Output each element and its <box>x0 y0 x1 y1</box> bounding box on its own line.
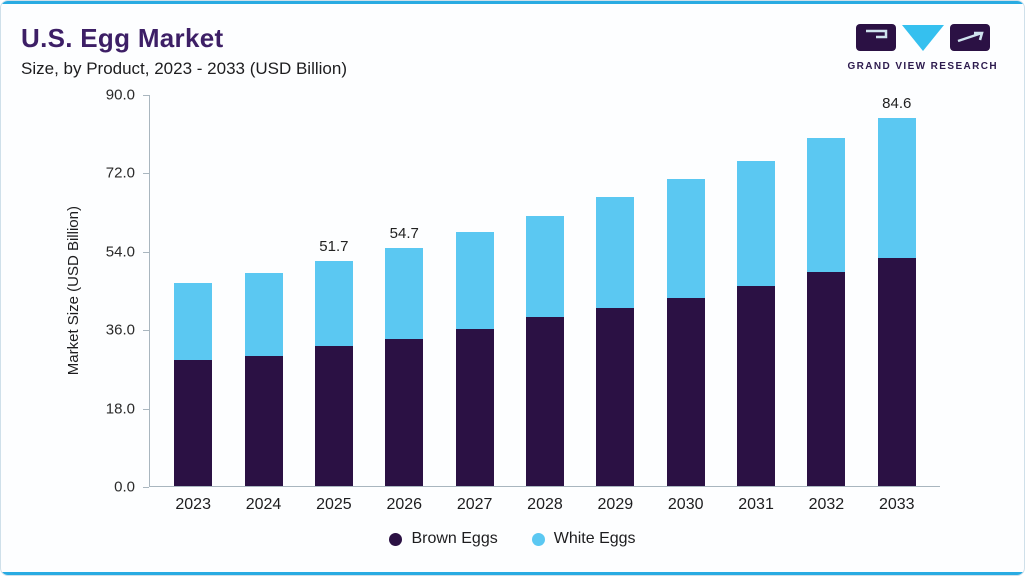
bar-value-label: 84.6 <box>882 95 912 112</box>
x-labels-row: 2023 2024 2025 2026 2027 2028 2029 2030 2031 2032… <box>150 496 940 514</box>
white-eggs-segment <box>314 260 353 347</box>
y-tick-mark <box>143 330 149 332</box>
x-axis-label: 2033 <box>878 496 915 513</box>
y-tick-label: 18.0 <box>105 400 135 418</box>
white-eggs-segment <box>596 197 635 308</box>
white-eggs-segment <box>737 161 776 287</box>
bar-group <box>244 95 283 486</box>
y-tick-mark <box>143 95 149 96</box>
page-subtitle: Size, by Product, 2023 - 2033 (USD Billi… <box>21 59 347 78</box>
y-tick-label: 54.0 <box>105 243 135 261</box>
brown-eggs-segment <box>455 328 494 486</box>
white-eggs-segment <box>385 247 424 340</box>
gvr-logo: GRAND VIEW RESEARCH <box>848 23 999 72</box>
title-block: U.S. Egg Market Size, by Product, 2023 -… <box>21 23 347 79</box>
y-tick-label: 90.0 <box>105 86 135 104</box>
bar-group <box>737 95 776 486</box>
bar-stack <box>666 179 705 486</box>
header: U.S. Egg Market Size, by Product, 2023 -… <box>1 1 1024 79</box>
brown-eggs-segment <box>525 317 564 486</box>
white-eggs-segment <box>807 138 846 273</box>
brown-eggs-segment <box>385 339 424 486</box>
white-eggs-segment <box>525 215 564 318</box>
bars-row: 51.7 54.7 84.6 <box>150 95 940 486</box>
y-tick-label: 0.0 <box>114 478 135 496</box>
x-axis-label: 2028 <box>527 496 563 513</box>
bar-group <box>666 95 705 486</box>
legend-item-white-eggs: White Eggs <box>531 530 636 548</box>
white-eggs-segment <box>666 179 705 298</box>
bar-stack <box>877 117 916 486</box>
bar-stack <box>807 138 846 486</box>
y-tick-mark <box>143 487 149 488</box>
bar-group <box>174 95 213 486</box>
bar-group <box>455 95 494 486</box>
white-eggs-segment <box>244 272 283 357</box>
plot-area: 51.7 54.7 84.6 <box>149 95 940 487</box>
bar-stack <box>244 272 283 486</box>
brown-eggs-segment <box>737 286 776 486</box>
brown-eggs-segment <box>174 360 213 486</box>
x-axis-label: 2032 <box>808 496 845 513</box>
brown-eggs-segment <box>666 297 705 486</box>
x-axis-label: 2027 <box>456 496 493 513</box>
x-axis-label: 2029 <box>597 496 634 513</box>
y-axis-title-col: Market Size (USD Billion) <box>55 95 91 487</box>
brown-eggs-legend-dot <box>389 532 403 546</box>
y-tick-label: 36.0 <box>105 321 135 339</box>
legend-item-brown-eggs: Brown Eggs <box>389 530 498 548</box>
bar-stack <box>525 215 564 486</box>
y-tick-mark <box>143 408 149 410</box>
x-axis-label: 2023 <box>175 496 211 513</box>
bar-value-label: 51.7 <box>319 237 349 255</box>
gvr-logo-icon <box>855 24 990 51</box>
brown-eggs-segment <box>314 346 353 486</box>
bar-group: 51.7 <box>314 95 353 486</box>
bar-stack <box>455 231 494 486</box>
top-accent-line <box>1 1 1024 4</box>
x-axis-label: 2026 <box>386 496 423 513</box>
bar-group <box>807 95 846 486</box>
bottom-accent-line <box>1 572 1024 575</box>
y-axis-title: Market Size (USD Billion) <box>64 206 82 376</box>
x-axis-label: 2031 <box>738 496 774 513</box>
white-eggs-segment <box>877 117 916 259</box>
x-axis-label: 2030 <box>667 496 704 513</box>
white-eggs-segment <box>174 283 213 361</box>
bar-stack <box>174 283 213 486</box>
brown-eggs-segment <box>807 272 846 486</box>
brown-eggs-segment <box>596 307 635 486</box>
y-tick-label: 72.0 <box>105 164 135 182</box>
page-title: U.S. Egg Market <box>21 23 224 53</box>
x-axis-label: 2025 <box>316 496 352 513</box>
white-eggs-legend-dot <box>531 532 545 546</box>
bar-group: 84.6 <box>877 95 916 486</box>
brown-eggs-segment <box>877 258 916 486</box>
y-tick-mark <box>143 251 149 253</box>
bar-stack <box>385 247 424 486</box>
x-axis-label: 2024 <box>245 496 282 513</box>
legend: Brown Eggs White Eggs <box>1 530 1024 548</box>
y-tick-mark <box>143 173 149 175</box>
legend-label-brown-eggs: Brown Eggs <box>411 530 498 547</box>
bar-group <box>525 95 564 486</box>
bar-stack <box>596 197 635 486</box>
bar-group <box>596 95 635 486</box>
bar-stack <box>314 260 353 486</box>
brown-eggs-segment <box>244 356 283 486</box>
y-axis: 0.0 18.0 36.0 54.0 72.0 90.0 <box>91 87 149 496</box>
chart-area: Market Size (USD Billion) 0.0 18.0 36.0 54.… <box>55 87 940 496</box>
bar-stack <box>737 161 776 486</box>
white-eggs-segment <box>455 231 494 329</box>
bar-value-label: 54.7 <box>389 224 419 242</box>
bar-group: 54.7 <box>385 95 424 486</box>
legend-label-white-eggs: White Eggs <box>553 530 636 547</box>
logo-caption: GRAND VIEW RESEARCH <box>847 61 998 72</box>
